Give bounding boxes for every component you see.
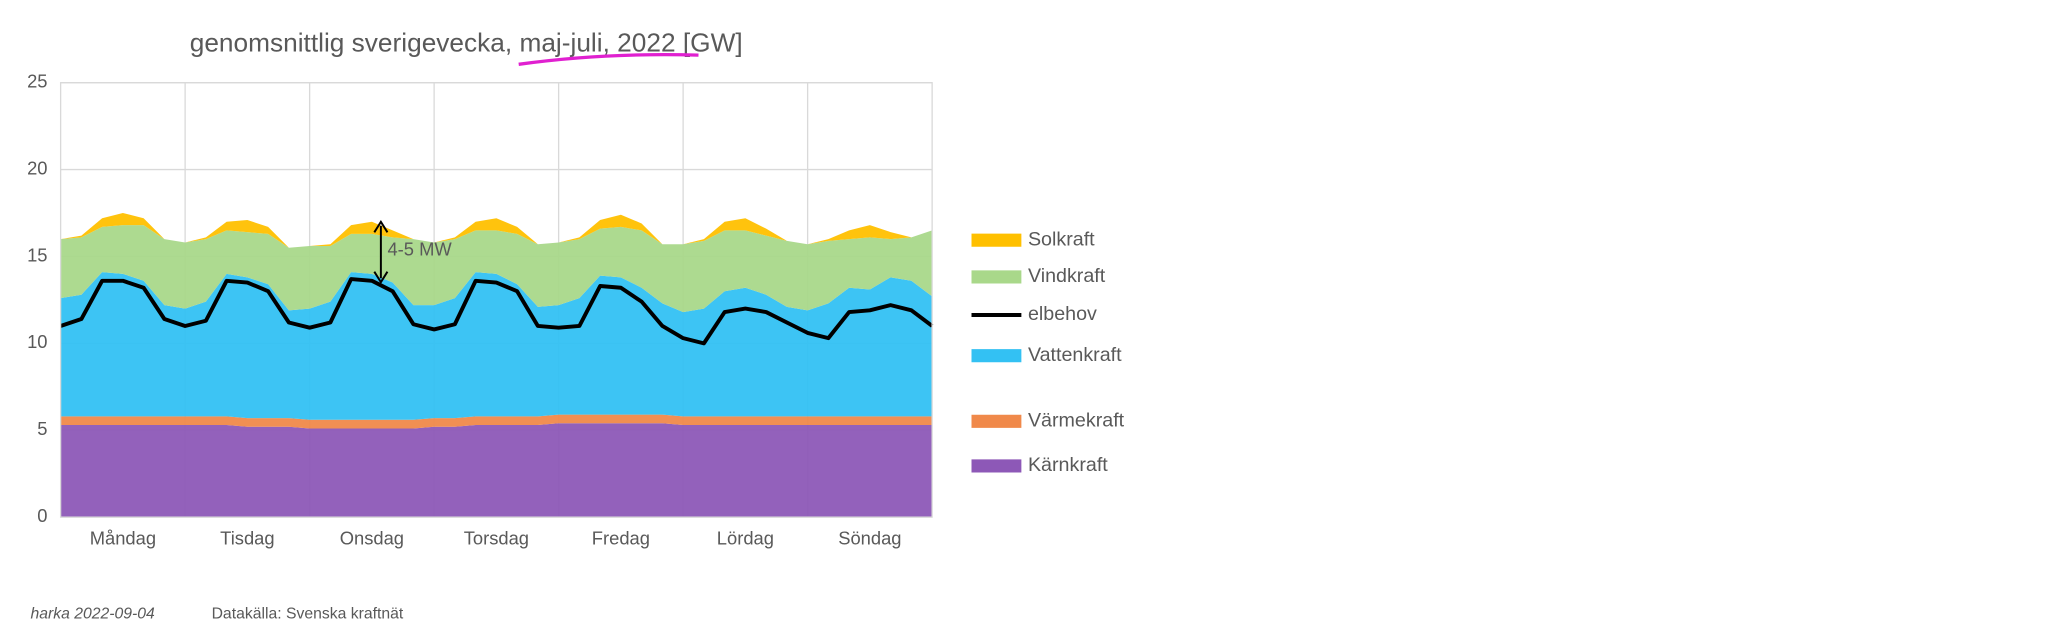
x-tick-label: Söndag	[838, 527, 901, 548]
line	[59, 277, 934, 346]
arrow-head	[373, 271, 389, 285]
footer-source: Datakälla: Svenska kraftnät	[212, 605, 404, 622]
legend-swatch	[971, 349, 1022, 363]
legend-label: Solkraft	[1028, 228, 1095, 250]
annotation: 4-5 MW	[387, 239, 452, 260]
footer-author: harka 2022-09-04	[30, 605, 155, 622]
area	[60, 225, 933, 313]
y-tick-label: 15	[27, 244, 47, 265]
y-tick-label: 25	[27, 71, 47, 92]
arrow-head	[373, 219, 389, 233]
chart-title: genomsnittlig sverigevecka, maj-juli, 20…	[190, 28, 743, 58]
highlight-underline	[518, 53, 699, 66]
x-tick-label: Tisdag	[220, 527, 274, 548]
area	[60, 423, 933, 518]
legend-label: Vattenkraft	[1028, 344, 1122, 366]
legend-label: elbehov	[1028, 303, 1097, 325]
plot-frame	[59, 82, 933, 518]
y-tick-label: 5	[37, 418, 47, 439]
legend-swatch	[971, 233, 1022, 247]
x-tick-label: Torsdag	[464, 527, 529, 548]
legend-label: Kärnkraft	[1028, 454, 1108, 476]
legend-swatch	[971, 414, 1022, 428]
x-tick-label: Måndag	[90, 527, 156, 548]
x-tick-label: Fredag	[592, 527, 650, 548]
y-tick-label: 20	[27, 157, 47, 178]
y-tick-label: 0	[37, 505, 47, 526]
legend-label: Värmekraft	[1028, 410, 1125, 432]
x-tick-label: Lördag	[717, 527, 774, 548]
legend-swatch	[971, 270, 1022, 284]
legend-label: Vindkraft	[1028, 265, 1106, 287]
area	[60, 213, 933, 248]
x-tick-label: Onsdag	[340, 527, 404, 548]
legend-swatch	[971, 459, 1022, 473]
y-tick-label: 10	[27, 331, 47, 352]
